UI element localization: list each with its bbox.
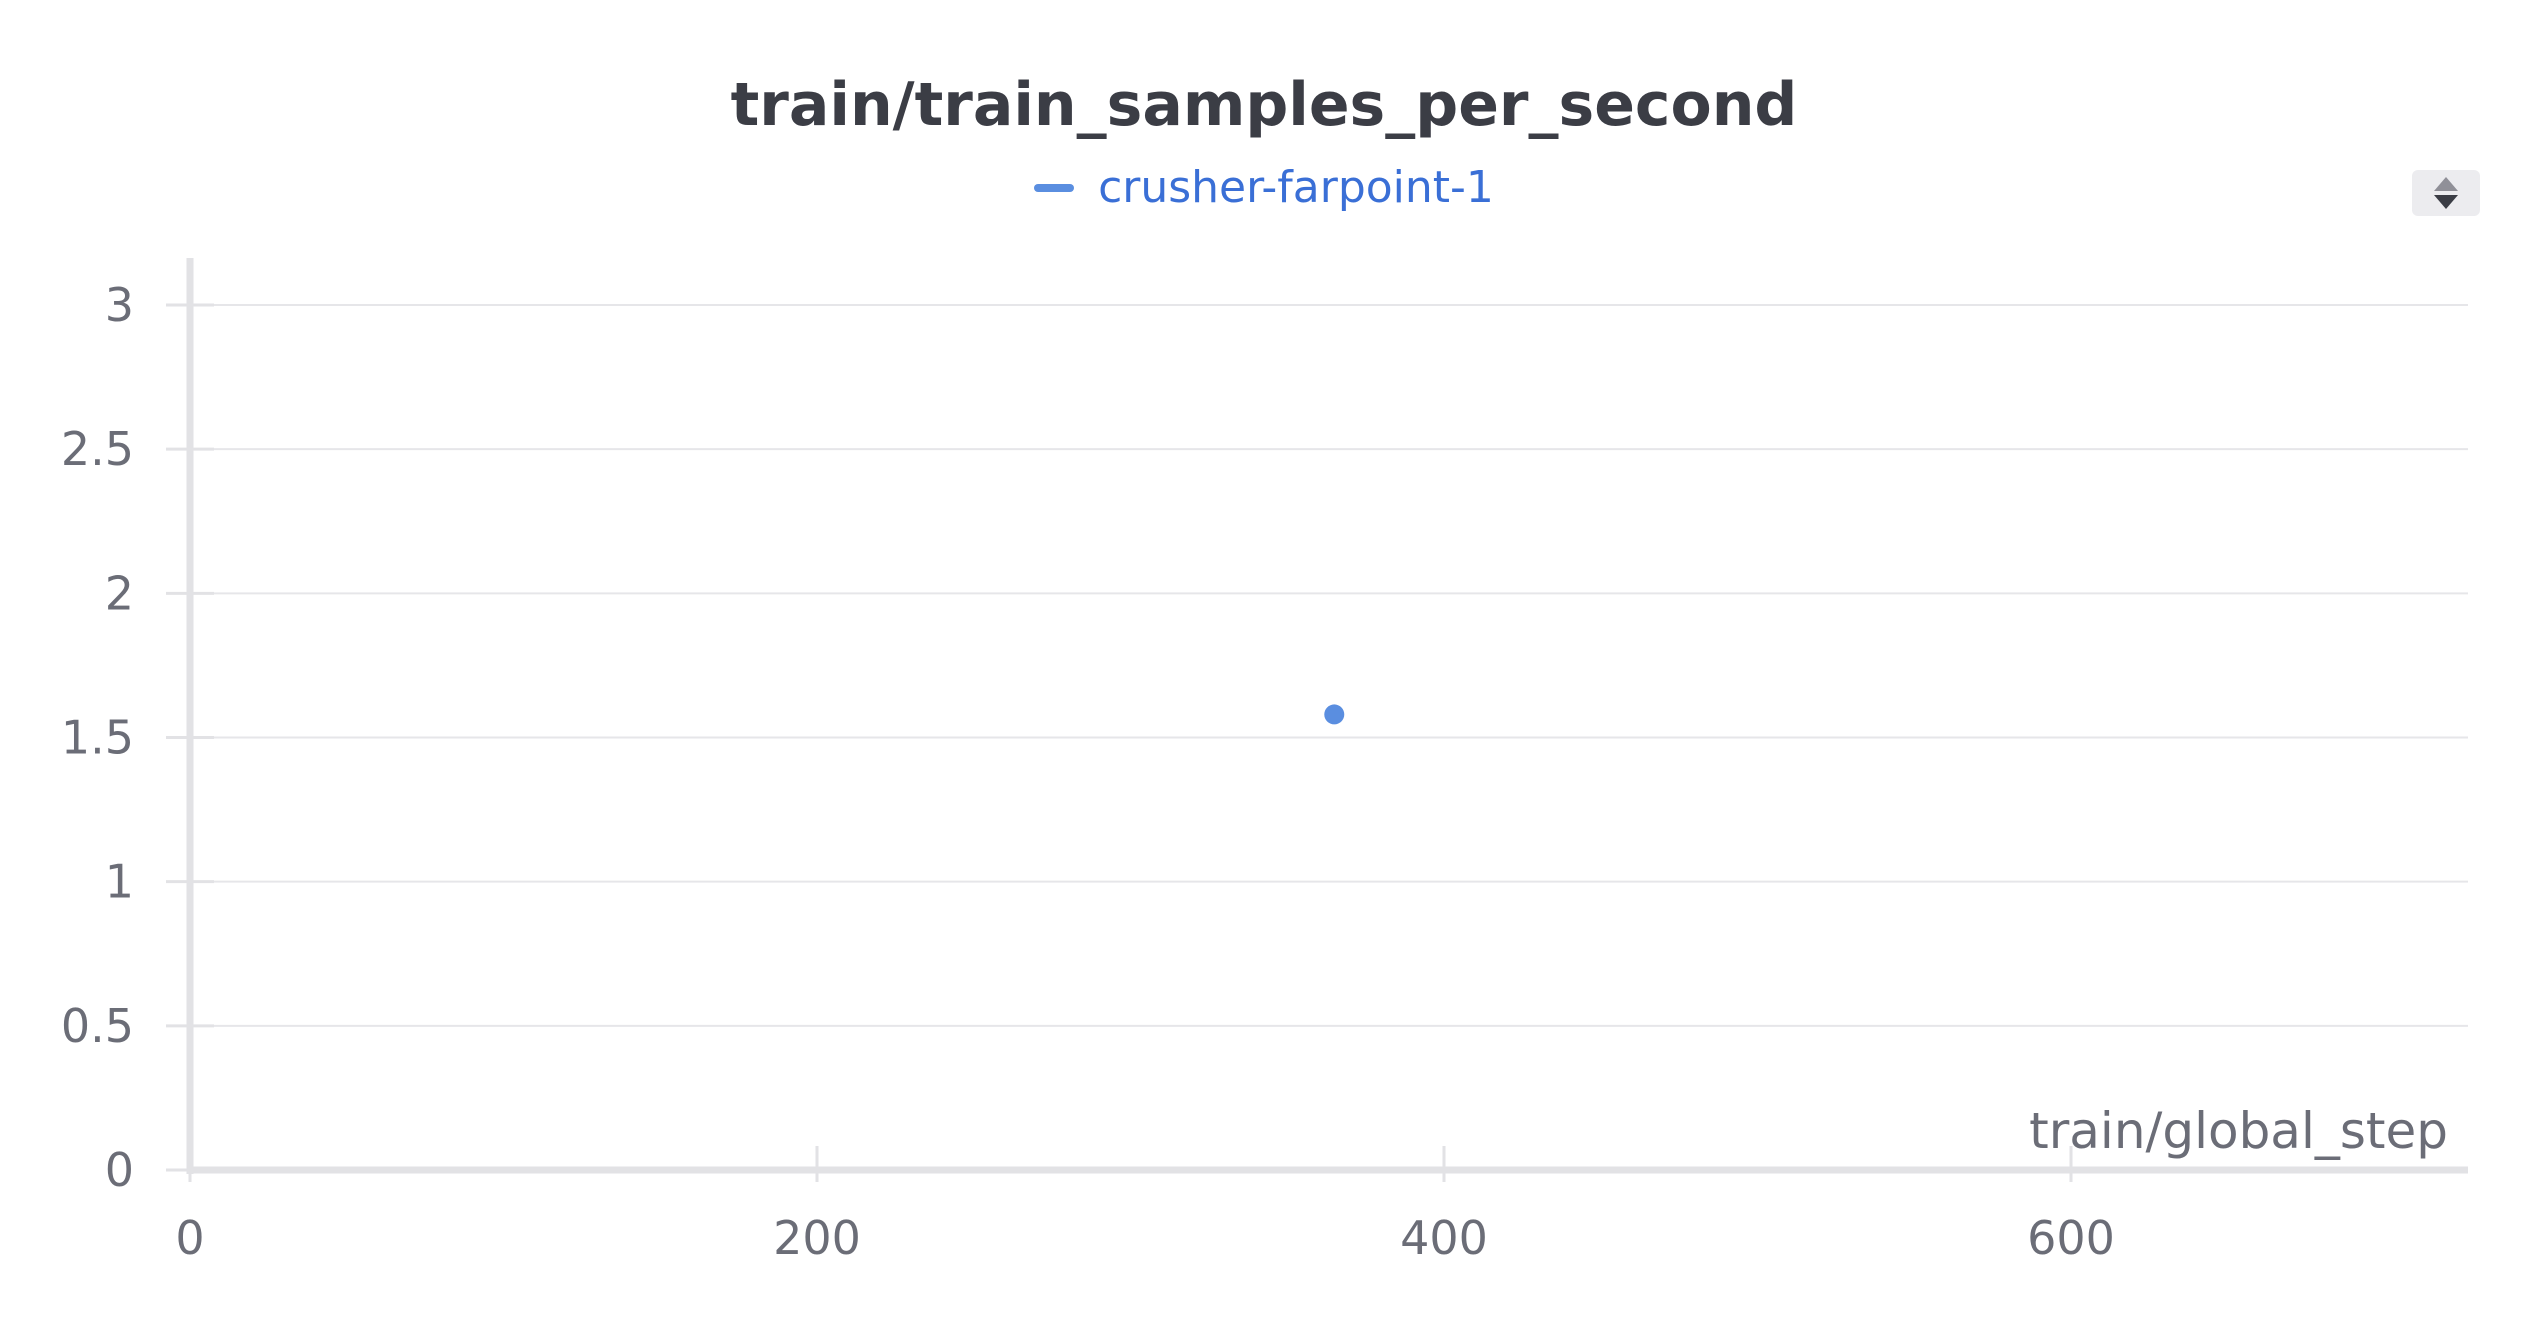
y-tick-label: 1.5	[61, 711, 134, 765]
x-axis-title: train/global_step	[2029, 1102, 2448, 1160]
legend: crusher-farpoint-1	[0, 162, 2528, 213]
sort-up-icon	[2434, 177, 2458, 191]
sort-down-icon	[2434, 195, 2458, 209]
y-tick-label: 1	[105, 855, 134, 909]
y-tick-label: 0.5	[61, 999, 134, 1053]
tick-labels: 0 0.5 1 1.5 2 2.5 3 0 200 400 600	[61, 278, 2115, 1265]
chart-title: train/train_samples_per_second	[730, 70, 1798, 140]
data-point	[1324, 704, 1345, 725]
y-tick-label: 2	[105, 566, 134, 620]
x-tick-label: 0	[175, 1211, 204, 1265]
grid-lines	[190, 304, 2468, 1027]
y-tick-label: 3	[105, 278, 134, 332]
y-tick-label: 0	[105, 1143, 134, 1197]
axes	[166, 258, 2468, 1182]
legend-swatch	[1034, 183, 1075, 192]
data-marks	[1324, 704, 1345, 725]
legend-sort-button[interactable]	[2412, 170, 2480, 216]
legend-series-label[interactable]: crusher-farpoint-1	[1098, 162, 1494, 213]
x-tick-label: 200	[773, 1211, 861, 1265]
x-tick-label: 400	[1400, 1211, 1488, 1265]
y-tick-label: 2.5	[61, 422, 134, 476]
x-tick-label: 600	[2027, 1211, 2115, 1265]
